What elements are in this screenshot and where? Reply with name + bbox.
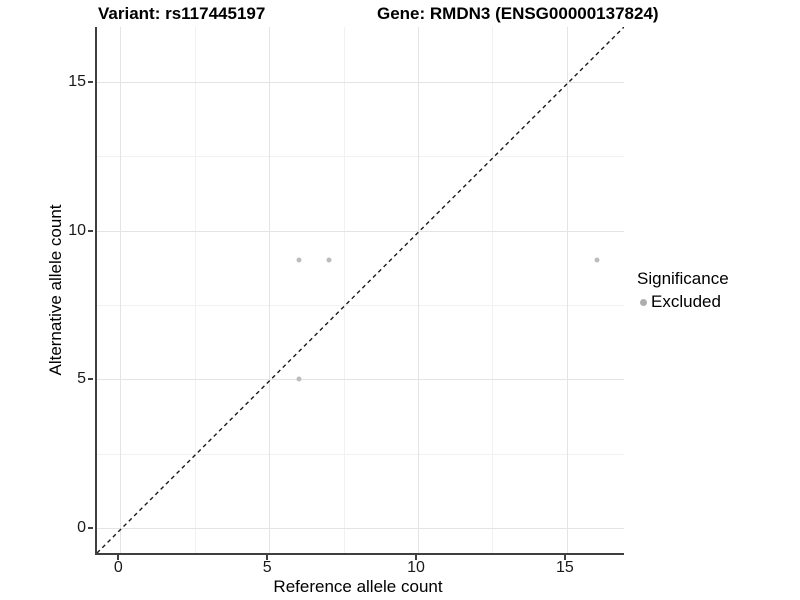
- x-tick: [415, 555, 417, 560]
- data-point: [594, 257, 600, 263]
- x-tick-label: 5: [262, 559, 272, 576]
- y-tick: [88, 229, 93, 232]
- y-major-gridline: [97, 379, 624, 381]
- identity-dashed-line: [97, 27, 624, 553]
- x-tick-label: 15: [555, 559, 574, 576]
- legend-item-label: Excluded: [651, 292, 721, 311]
- y-major-gridline: [97, 230, 624, 232]
- x-major-gridline: [269, 27, 271, 553]
- legend: Significance Excluded: [637, 269, 729, 312]
- x-major-gridline: [566, 27, 568, 553]
- x-minor-gridline: [492, 27, 494, 553]
- x-axis-title: Reference allele count: [273, 577, 443, 596]
- y-tick: [88, 378, 93, 381]
- y-tick-label: 10: [68, 221, 86, 239]
- x-tick: [563, 555, 566, 560]
- legend-item-excluded: Excluded: [637, 292, 729, 312]
- gene-title: Gene: RMDN3 (ENSG00000137824): [377, 4, 659, 23]
- data-point: [326, 257, 332, 263]
- y-minor-gridline: [97, 305, 624, 307]
- x-tick: [117, 555, 120, 560]
- y-axis-title: Alternative allele count: [46, 204, 65, 376]
- y-tick-label: 5: [77, 370, 86, 388]
- y-tick-label: 0: [77, 519, 86, 537]
- data-point: [296, 376, 302, 382]
- y-tick: [88, 80, 93, 83]
- x-tick-label: 10: [407, 559, 425, 576]
- y-major-gridline: [97, 81, 624, 83]
- y-minor-gridline: [97, 453, 624, 455]
- x-tick: [266, 555, 269, 560]
- y-tick-label: 15: [68, 72, 86, 90]
- x-tick-label: 0: [113, 559, 123, 576]
- x-minor-gridline: [343, 27, 345, 553]
- y-minor-gridline: [97, 156, 624, 158]
- x-minor-gridline: [194, 27, 196, 553]
- y-major-gridline: [97, 528, 624, 530]
- x-major-gridline: [418, 27, 419, 553]
- plot-panel: [95, 27, 624, 555]
- excluded-marker-icon: [640, 298, 647, 306]
- y-tick: [88, 527, 93, 530]
- data-point: [296, 257, 302, 263]
- variant-title: Variant: rs117445197: [98, 4, 266, 23]
- legend-title: Significance: [637, 269, 729, 288]
- x-major-gridline: [120, 27, 122, 553]
